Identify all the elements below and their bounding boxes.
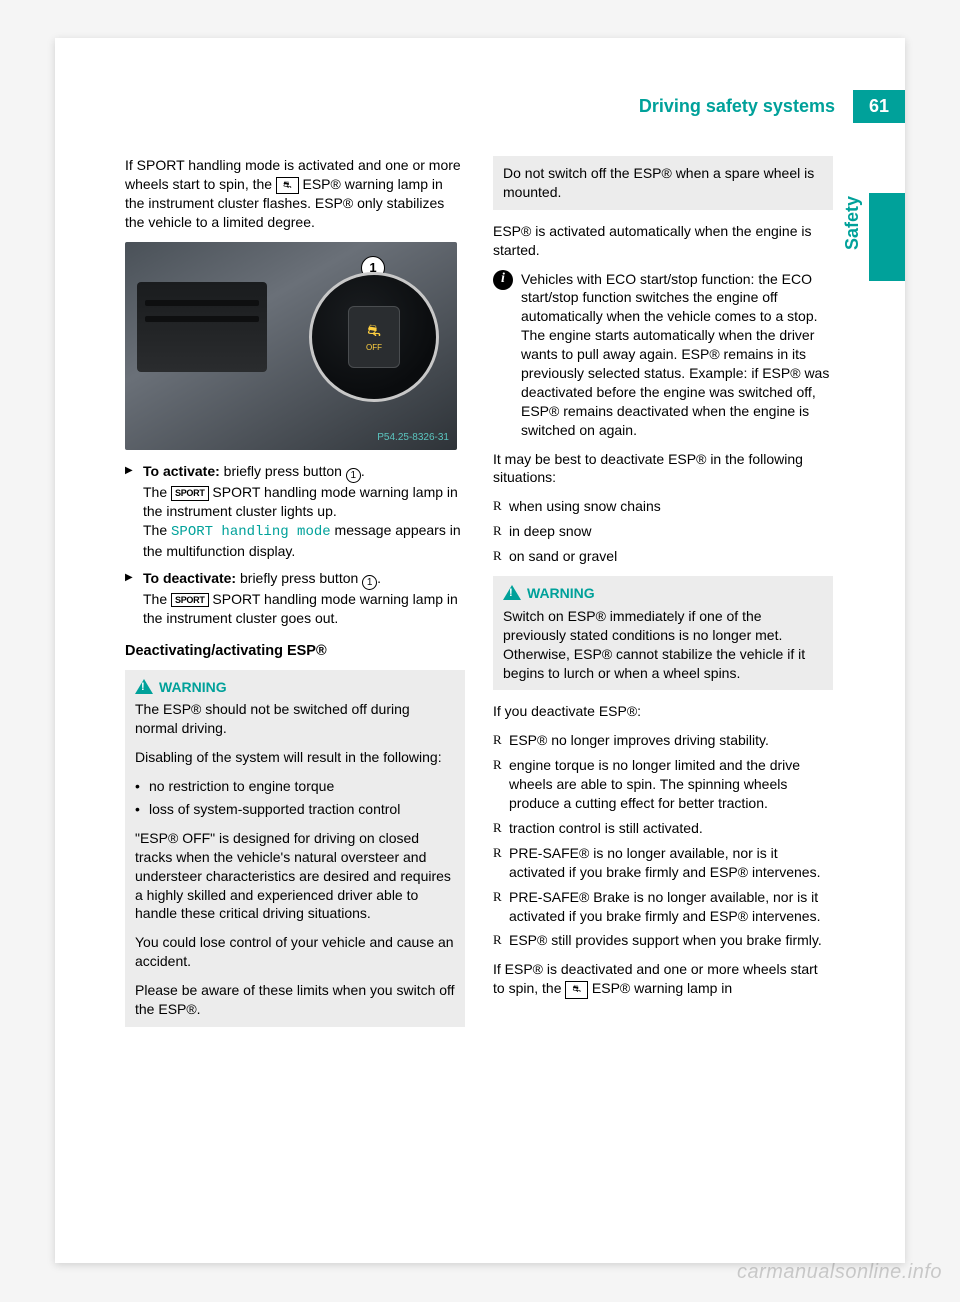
list-item: PRE-SAFE® Brake is no longer available, … <box>493 888 833 926</box>
manual-page: Driving safety systems 61 Safety If SPOR… <box>55 38 905 1263</box>
info-text: Vehicles with ECO start/stop function: t… <box>521 270 833 440</box>
activate-step: To activate: briefly press button 1. The… <box>125 462 465 561</box>
page-number: 61 <box>855 90 905 123</box>
sport-indicator-icon: SPORT <box>171 593 209 607</box>
right-column: Do not switch off the ESP® when a spare … <box>493 156 833 1039</box>
info-note: i Vehicles with ECO start/stop function:… <box>493 270 833 440</box>
intro-paragraph: If SPORT handling mode is activated and … <box>125 156 465 232</box>
esp-off-button-graphic: ⛐ OFF <box>348 306 400 368</box>
figure-console <box>137 282 267 372</box>
warning-heading: WARNING <box>503 584 823 603</box>
warning-text: Please be aware of these limits when you… <box>135 981 455 1019</box>
list-item: engine torque is no longer limited and t… <box>493 756 833 813</box>
body-text: ESP® is activated automatically when the… <box>493 222 833 260</box>
page-header: Driving safety systems 61 <box>639 90 905 123</box>
esp-warning-icon: ⛐ <box>276 177 299 195</box>
warning-bullet: no restriction to engine torque <box>135 777 455 796</box>
sport-indicator-icon: SPORT <box>171 486 209 500</box>
side-label: Safety <box>842 196 863 250</box>
warning-text: The ESP® should not be switched off duri… <box>135 700 455 738</box>
deactivate-step: To deactivate: briefly press button 1. T… <box>125 569 465 628</box>
warning-box: WARNING Switch on ESP® immediately if on… <box>493 576 833 690</box>
list-item: traction control is still activated. <box>493 819 833 838</box>
list-item: PRE-SAFE® is no longer available, nor is… <box>493 844 833 882</box>
warning-box: WARNING The ESP® should not be switched … <box>125 670 465 1027</box>
warning-triangle-icon <box>503 585 521 600</box>
warning-text: You could lose control of your vehicle a… <box>135 933 455 971</box>
list-item: ESP® still provides support when you bra… <box>493 931 833 950</box>
warning-text: Switch on ESP® immediately if one of the… <box>503 607 823 683</box>
side-tab <box>869 193 905 281</box>
procedure-list: To activate: briefly press button 1. The… <box>125 462 465 628</box>
note-text: Do not switch off the ESP® when a spare … <box>503 164 823 202</box>
deactivate-effects-list: ESP® no longer improves driving stabilit… <box>493 731 833 950</box>
warning-bullets: no restriction to engine torque loss of … <box>135 777 455 819</box>
list-item: in deep snow <box>493 522 833 541</box>
warning-heading: WARNING <box>135 678 455 697</box>
list-item: on sand or gravel <box>493 547 833 566</box>
left-column: If SPORT handling mode is activated and … <box>125 156 465 1039</box>
figure-reference: P54.25-8326-31 <box>377 431 449 445</box>
subsection-heading: Deactivating/activating ESP® <box>125 642 465 662</box>
body-text: If ESP® is deactivated and one or more w… <box>493 960 833 998</box>
esp-warning-icon: ⛐ <box>565 981 588 999</box>
info-icon: i <box>493 270 513 290</box>
watermark: carmanualsonline.info <box>737 1261 942 1284</box>
button-ref-1: 1 <box>362 575 377 590</box>
list-item: ESP® no longer improves driving stabilit… <box>493 731 833 750</box>
body-text: If you deactivate ESP®: <box>493 702 833 721</box>
figure-knob: ⛐ OFF <box>309 272 439 402</box>
situation-list: when using snow chains in deep snow on s… <box>493 497 833 566</box>
list-item: when using snow chains <box>493 497 833 516</box>
display-message: SPORT handling mode <box>171 524 331 540</box>
dashboard-figure: 1 ⛐ OFF P54.25-8326-31 <box>125 242 457 450</box>
warning-text: "ESP® OFF" is designed for driving on cl… <box>135 829 455 923</box>
warning-text: Disabling of the system will result in t… <box>135 748 455 767</box>
warning-triangle-icon <box>135 679 153 694</box>
button-ref-1: 1 <box>346 468 361 483</box>
content-area: If SPORT handling mode is activated and … <box>125 156 835 1039</box>
body-text: It may be best to deactivate ESP® in the… <box>493 450 833 488</box>
note-box: Do not switch off the ESP® when a spare … <box>493 156 833 210</box>
section-title: Driving safety systems <box>639 90 853 123</box>
warning-bullet: loss of system-supported traction contro… <box>135 800 455 819</box>
